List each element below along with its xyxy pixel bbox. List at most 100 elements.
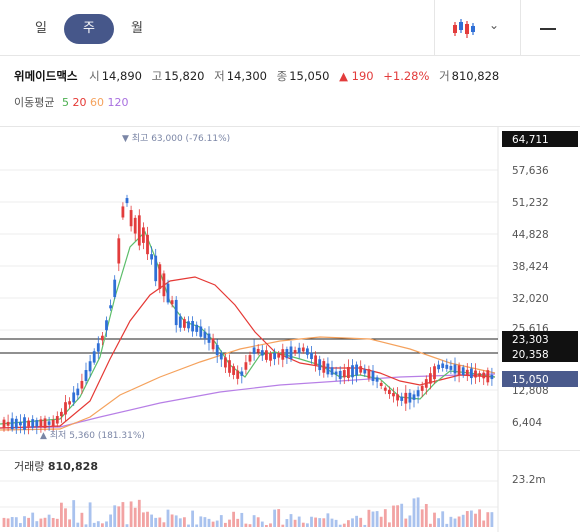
candle-body — [109, 305, 112, 309]
volume-bar — [281, 524, 285, 527]
volume-bar — [47, 514, 51, 527]
candle-body — [43, 418, 47, 428]
ma-120: 120 — [107, 96, 129, 109]
volume-bar — [117, 506, 121, 527]
candle-body — [158, 264, 162, 289]
volume-bar — [289, 514, 293, 527]
volume-bar — [105, 521, 108, 527]
volume-bar — [433, 512, 436, 527]
volume-bar — [207, 518, 211, 527]
candle-body — [170, 300, 174, 305]
volume-bar — [96, 521, 100, 527]
volume-bar — [219, 515, 223, 527]
volume-bar — [306, 523, 309, 527]
candle-body — [133, 217, 137, 234]
volume-bar — [301, 522, 305, 527]
volume-bar — [35, 521, 39, 527]
candle-body — [150, 254, 153, 260]
open-label: 시 — [89, 69, 100, 83]
menu-button[interactable] — [528, 14, 568, 44]
volume-bar — [203, 517, 207, 527]
volume-bar — [236, 518, 240, 527]
candle-body — [232, 366, 235, 375]
candle-body — [326, 363, 330, 375]
candle-body — [383, 387, 387, 391]
volume-bar — [72, 500, 76, 527]
candle-body — [433, 366, 436, 380]
volume-bar — [420, 509, 424, 527]
volume-bar — [154, 517, 158, 527]
candle-body — [351, 365, 354, 378]
minus-icon — [540, 28, 556, 30]
volume-bar — [478, 509, 481, 527]
moving-average-legend: 이동평균 5 20 60 120 — [14, 94, 128, 110]
chart-type-button[interactable]: ⌄ — [443, 14, 513, 44]
candle-body — [125, 198, 129, 204]
candle-body — [207, 333, 211, 343]
volume-bar — [88, 502, 92, 527]
volume-bar — [252, 515, 256, 527]
divider — [434, 0, 435, 56]
volume-bar — [347, 520, 350, 527]
candle-body — [359, 366, 363, 373]
candle-body — [105, 320, 108, 331]
candle-body — [47, 421, 51, 425]
candle-body — [23, 417, 26, 430]
volume-bar — [228, 519, 231, 527]
volume-bars — [2, 497, 494, 527]
volume-bar — [273, 509, 276, 527]
tab-month[interactable]: 월 — [131, 21, 143, 36]
price-chart-canvas: ▼ 최고 63,000 (-76.11%) ▲ 최저 5,360 (181.31… — [0, 127, 578, 451]
candle-body — [39, 419, 43, 428]
close-label: 종 — [276, 69, 288, 83]
volume-bar — [277, 509, 281, 527]
volume-bar — [375, 511, 379, 527]
candle-body — [101, 335, 104, 341]
volume-bar — [388, 522, 391, 527]
tab-day[interactable]: 일 — [35, 21, 47, 36]
candle-body — [334, 371, 338, 375]
candle-body — [347, 366, 350, 378]
tab-week[interactable]: 주 — [64, 14, 114, 44]
volume-bar — [232, 511, 235, 527]
volume-bar — [445, 523, 449, 527]
volume-bar — [84, 524, 88, 527]
candle-body — [277, 352, 281, 358]
price-chart[interactable]: ▼ 최고 63,000 (-76.11%) ▲ 최저 5,360 (181.31… — [0, 126, 580, 451]
volume-chart[interactable]: 거래량 810,828 23.2m — [0, 450, 580, 532]
volume-bar — [195, 524, 199, 527]
candle-body — [285, 349, 289, 359]
candle-body — [260, 350, 264, 356]
axis-label: 32,020 — [512, 293, 549, 305]
candle-body — [404, 392, 408, 404]
candle-body — [289, 346, 293, 359]
candle-body — [252, 347, 256, 354]
candle-body — [219, 353, 223, 360]
volume-chart-canvas: 23.2m — [0, 451, 546, 532]
ma-60: 60 — [89, 96, 104, 109]
volume-bar — [113, 505, 117, 527]
support-price-tag — [502, 346, 578, 362]
candle-body — [478, 373, 481, 377]
chevron-down-icon: ⌄ — [489, 18, 500, 32]
candle-body — [113, 279, 117, 298]
volume-bar — [367, 509, 371, 527]
volume-bar — [19, 523, 22, 527]
candle-body — [445, 364, 449, 369]
volume-bar — [269, 523, 272, 527]
volume-bar — [146, 511, 149, 527]
candle-body — [178, 316, 182, 328]
candle-body — [256, 348, 260, 353]
candle-body — [240, 371, 244, 376]
candle-body — [482, 372, 486, 379]
volume-bar — [211, 521, 215, 527]
candle-body — [322, 361, 326, 373]
candle-body — [174, 299, 178, 326]
low-label: 저 — [214, 69, 225, 83]
candle-body — [117, 238, 121, 264]
resistance-price-tag — [502, 331, 578, 347]
volume-title: 거래량 810,828 — [14, 458, 98, 474]
volume-bar — [14, 517, 18, 527]
high-price-tag — [502, 131, 578, 147]
period-toolbar: 일 주 월 ⌄ — [0, 0, 580, 56]
